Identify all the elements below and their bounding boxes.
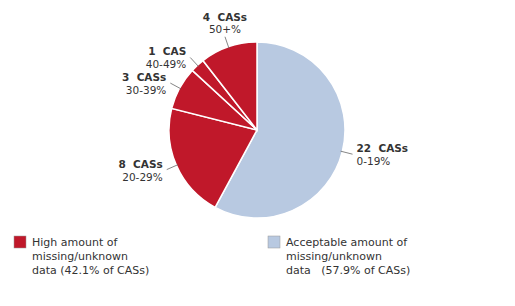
slice-value-label: 8 CASs <box>118 158 162 170</box>
legend-swatch <box>14 236 26 248</box>
leader-line <box>190 57 198 66</box>
chart: 22 CASs0-19% 8 CASs20-29% 3 CASs30-39% 1 CA… <box>0 0 515 306</box>
slice-category-label: 0-19% <box>357 155 391 167</box>
slice-labels: 22 CASs0-19% 8 CASs20-29% 3 CASs30-39% 1 CA… <box>118 11 408 183</box>
legend-swatch <box>268 236 280 248</box>
leader-line <box>170 83 181 89</box>
slice-category-label: 50+% <box>209 23 241 35</box>
pie <box>169 42 345 218</box>
legend-text: High amount ofmissing/unknowndata (42.1%… <box>32 236 149 277</box>
slice-value-label: 4 CASs <box>203 11 247 23</box>
slice-value-label: 3 CASs <box>122 71 166 83</box>
leader-line <box>167 165 178 170</box>
leader-line <box>341 151 353 154</box>
slice-category-label: 40-49% <box>146 58 187 70</box>
slice-value-label: 22 CASs <box>357 142 409 154</box>
legend-text: Acceptable amount ofmissing/unknowndata … <box>286 236 410 277</box>
slice-category-label: 30-39% <box>126 84 167 96</box>
slice-value-label: 1 CAS <box>148 45 186 57</box>
legend: High amount ofmissing/unknowndata (42.1%… <box>14 236 410 277</box>
pie-slice <box>203 42 257 130</box>
slice-category-label: 20-29% <box>122 171 163 183</box>
leader-line <box>225 37 229 49</box>
